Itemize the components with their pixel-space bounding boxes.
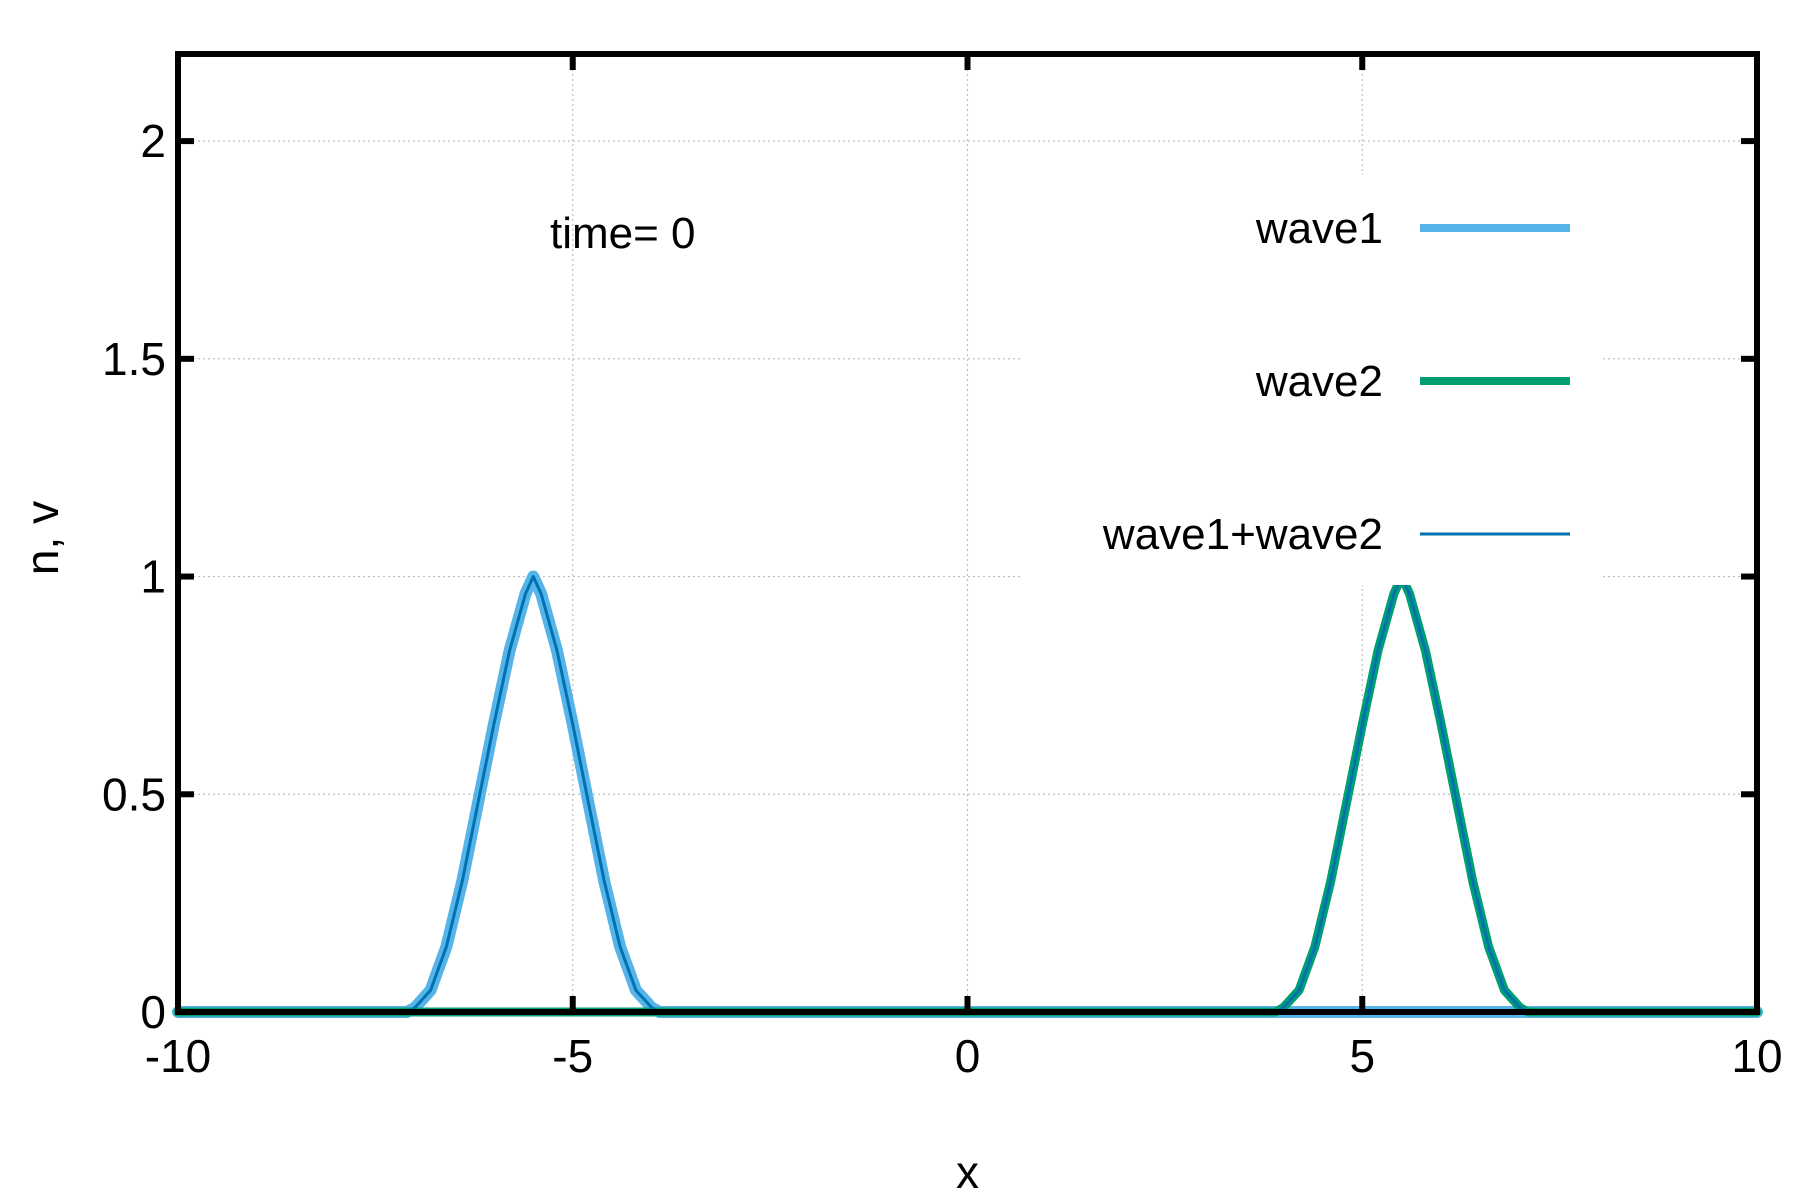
legend: wave1 wave2 wave1+wave2: [1102, 204, 1570, 559]
x-tick-label-0: -10: [145, 1030, 211, 1082]
tick-labels: -10 -5 0 5 10 0 0.5 1 1.5 2: [102, 115, 1783, 1082]
y-tick-label-0: 0: [140, 986, 166, 1038]
x-tick-label-4: 10: [1731, 1030, 1782, 1082]
y-tick-label-1: 0.5: [102, 768, 166, 820]
time-annotation: time= 0: [550, 209, 696, 258]
legend-label-1: wave1: [1255, 204, 1383, 253]
x-tick-label-3: 5: [1349, 1030, 1375, 1082]
x-axis-label: x: [956, 1146, 979, 1198]
x-tick-label-1: -5: [552, 1030, 593, 1082]
y-tick-label-4: 2: [140, 115, 166, 167]
legend-label-2: wave2: [1255, 357, 1383, 406]
y-tick-label-2: 1: [140, 551, 166, 603]
x-tick-label-2: 0: [955, 1030, 981, 1082]
y-axis-label: n, v: [16, 501, 68, 575]
y-tick-label-3: 1.5: [102, 333, 166, 385]
axis-ticks: [178, 54, 1757, 1012]
legend-label-3: wave1+wave2: [1102, 510, 1383, 559]
